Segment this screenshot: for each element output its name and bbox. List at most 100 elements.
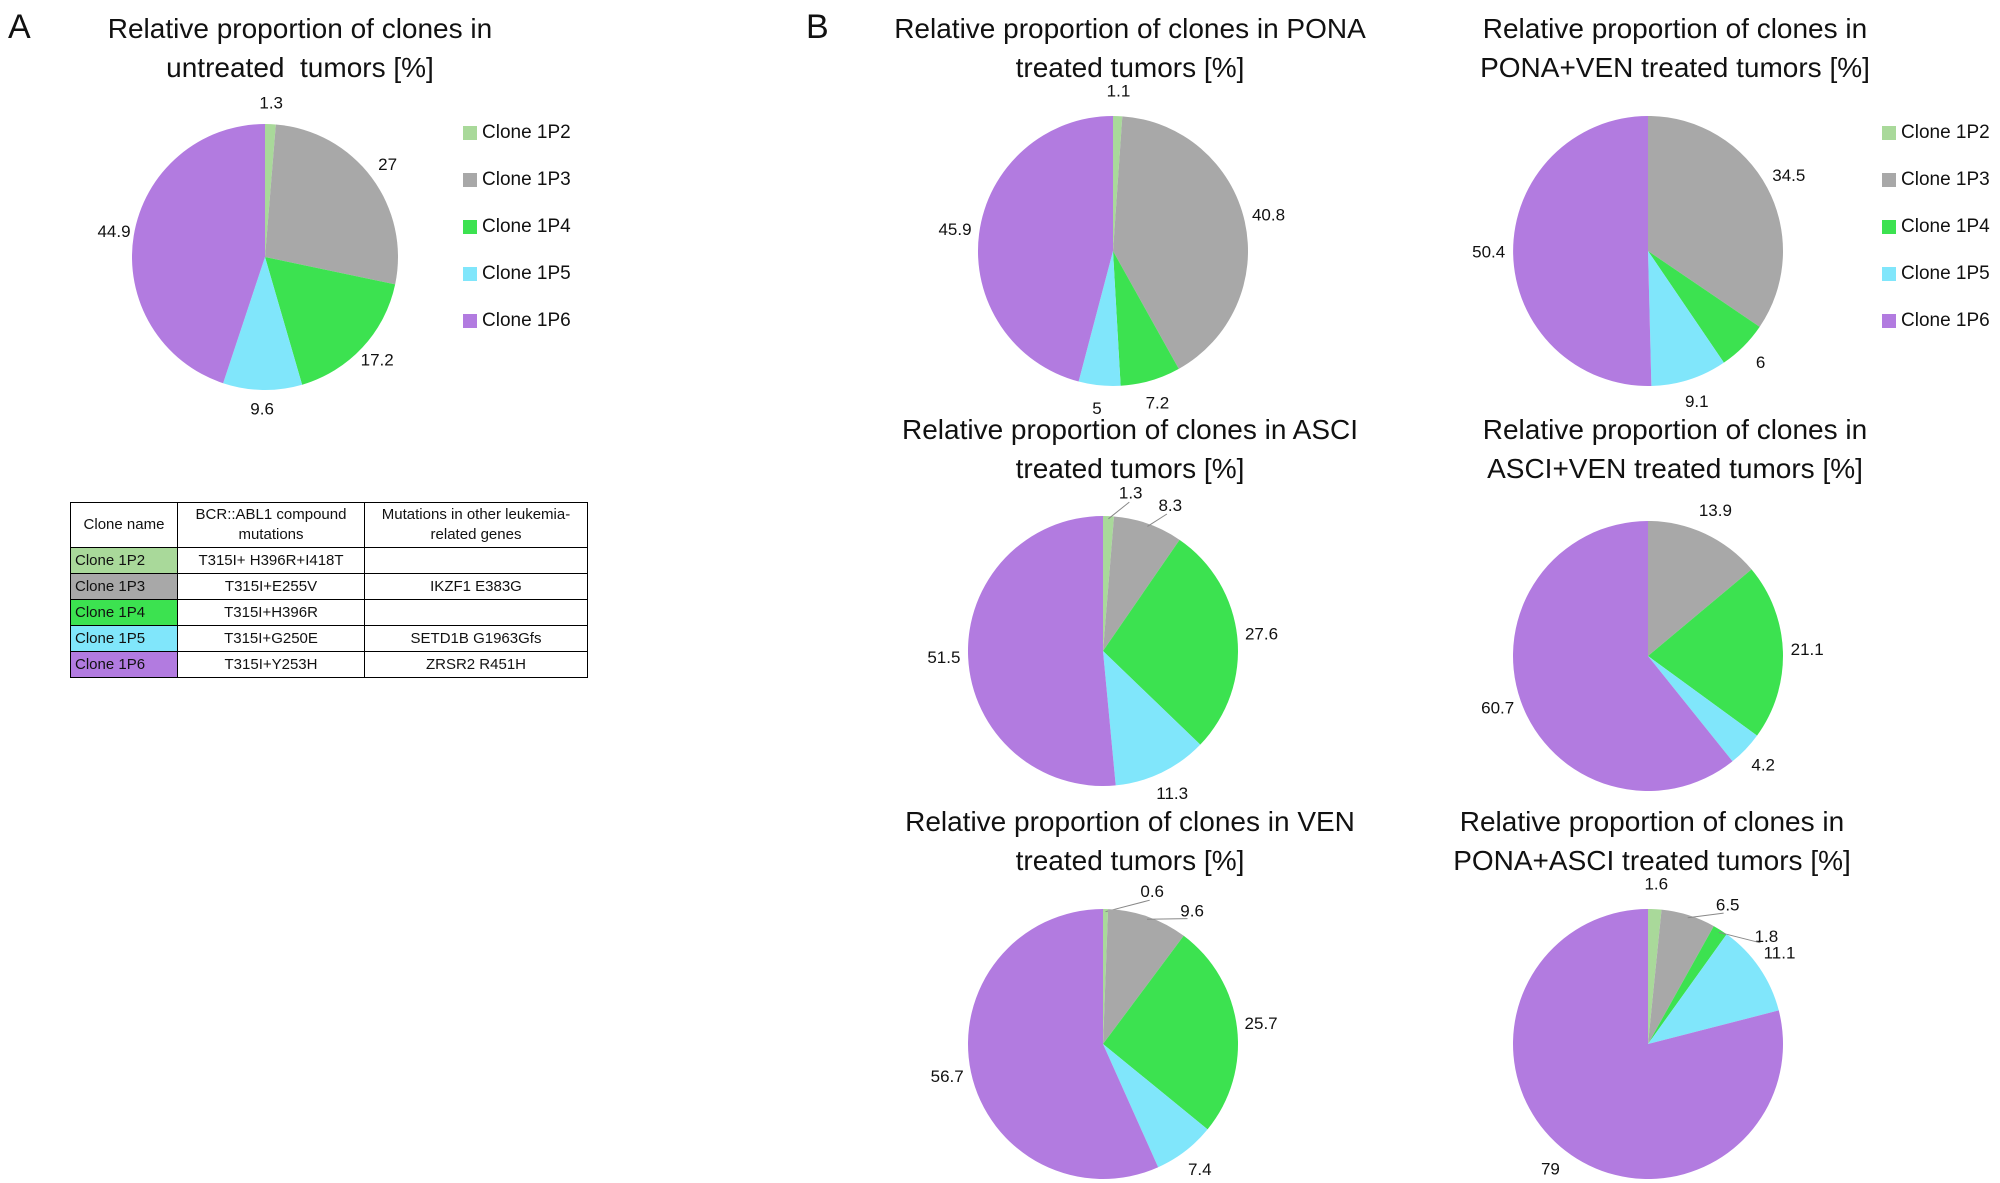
legend-item-1p3: Clone 1P3 [1882, 156, 1990, 203]
legend-swatch [463, 125, 477, 140]
table-header-row: Clone name BCR::ABL1 compound mutations … [70, 502, 588, 548]
data-label-clone-1p2: 1.3 [259, 94, 283, 113]
title-line: Relative proportion of clones in [107, 13, 493, 44]
pie-slice-clone-1p5 [1103, 651, 1201, 786]
table-cell-other-mutations: ZRSR2 R451H [364, 651, 588, 678]
data-label-clone-1p6: 56.7 [931, 1067, 964, 1086]
data-label-clone-1p2: 0.6 [1140, 882, 1164, 901]
data-label-clone-1p6: 44.9 [97, 222, 130, 241]
pie-slice-clone-1p6 [1512, 521, 1733, 791]
pie-slice-clone-1p3 [265, 124, 398, 285]
title-line: Relative proportion of clones in VEN [905, 806, 1355, 837]
data-label-clone-1p6: 50.4 [1472, 242, 1505, 261]
data-label-clone-1p5: 11.3 [1156, 784, 1188, 803]
data-label-clone-1p5: 9.1 [1685, 392, 1709, 411]
pie-slice-clone-1p3 [1648, 909, 1714, 1044]
table-cell-bcr-abl1: T315I+H396R [177, 599, 365, 626]
pie-slice-clone-1p6 [977, 116, 1113, 382]
pie-slice-clone-1p5 [223, 257, 303, 391]
chart-title-ven: Relative proportion of clones in VEN tre… [850, 802, 1410, 880]
legend-swatch [1882, 219, 1896, 234]
table-cell-clone-name: Clone 1P3 [70, 573, 178, 600]
table-row: Clone 1P6 T315I+Y253H ZRSR2 R451H [70, 651, 588, 678]
table-header-clone-name: Clone name [70, 502, 178, 548]
pie-slice-clone-1p4 [265, 257, 396, 385]
title-line: PONA+VEN treated tumors [%] [1480, 52, 1870, 83]
table-row: Clone 1P4 T315I+H396R [70, 599, 588, 626]
data-label-clone-1p5: 7.4 [1188, 1160, 1212, 1179]
data-label-clone-1p6: 45.9 [938, 220, 971, 239]
pie-slice-clone-1p5 [1648, 934, 1779, 1044]
legend-swatch [1882, 125, 1896, 140]
legend-item-1p3: Clone 1P3 [463, 156, 571, 203]
legend-label: Clone 1P3 [482, 168, 571, 190]
legend-label: Clone 1P2 [482, 121, 571, 143]
table-cell-clone-name: Clone 1P6 [70, 651, 178, 678]
data-label-clone-1p4: 7.2 [1146, 393, 1170, 412]
title-line: Relative proportion of clones in [1482, 13, 1868, 44]
data-label-clone-1p4: 17.2 [361, 350, 394, 369]
data-label-clone-1p5: 11.1 [1764, 943, 1796, 962]
legend-item-1p5: Clone 1P5 [1882, 250, 1990, 297]
title-line: Relative proportion of clones in [1482, 414, 1868, 445]
table-cell-other-mutations: IKZF1 E383G [364, 573, 588, 600]
pie-slice-clone-1p5 [1648, 656, 1758, 762]
legend-swatch [1882, 313, 1896, 328]
leader-line-clone-1p3 [1146, 918, 1188, 920]
pie-slice-clone-1p4 [1648, 569, 1783, 736]
legend-item-1p6: Clone 1P6 [1882, 297, 1990, 344]
table-cell-clone-name: Clone 1P5 [70, 625, 178, 652]
title-line: treated tumors [%] [1015, 52, 1245, 83]
pie-slice-clone-1p3 [1648, 116, 1784, 327]
pie-slice-clone-1p6 [1513, 909, 1784, 1179]
pie-slice-clone-1p6 [967, 909, 1159, 1179]
data-label-clone-1p3: 13.9 [1699, 501, 1732, 520]
pie-slice-clone-1p5 [1078, 251, 1121, 386]
pie-slice-clone-1p4 [1113, 251, 1179, 386]
panel-label-a: A [8, 8, 31, 46]
data-label-clone-1p3: 40.8 [1252, 206, 1285, 225]
data-label-clone-1p5: 5 [1092, 399, 1101, 418]
pie-slice-clone-1p3 [1103, 516, 1180, 651]
data-label-clone-1p4: 1.8 [1755, 927, 1779, 946]
legend-item-1p6: Clone 1P6 [463, 297, 571, 344]
title-line: treated tumors [%] [1015, 453, 1245, 484]
legend-label: Clone 1P4 [1901, 215, 1990, 237]
chart-title-asci-ven: Relative proportion of clones in ASCI+VE… [1395, 410, 1955, 488]
table-cell-clone-name: Clone 1P4 [70, 599, 178, 626]
chart-title-asci: Relative proportion of clones in ASCI tr… [850, 410, 1410, 488]
data-label-clone-1p6: 51.5 [927, 648, 960, 667]
legend-swatch [463, 266, 477, 281]
chart-title-pona-ven: Relative proportion of clones in PONA+VE… [1395, 9, 1955, 87]
legend-label: Clone 1P6 [1901, 309, 1990, 331]
table-cell-bcr-abl1: T315I+E255V [177, 573, 365, 600]
pie-slice-clone-1p3 [1103, 909, 1184, 1044]
pie-slice-clone-1p2 [1103, 516, 1115, 651]
table-cell-other-mutations [364, 599, 588, 626]
data-label-clone-1p2: 1.6 [1644, 874, 1668, 893]
pie-slice-clone-1p3 [1113, 116, 1249, 369]
pie-slice-clone-1p2 [1113, 116, 1123, 251]
table-row: Clone 1P2 T315I+ H396R+I418T [70, 547, 588, 574]
table-cell-bcr-abl1: T315I+G250E [177, 625, 365, 652]
data-label-clone-1p2: 1.3 [1119, 484, 1143, 503]
data-label-clone-1p3: 8.3 [1158, 496, 1182, 515]
title-line: Relative proportion of clones in ASCI [901, 414, 1359, 445]
pie-slice-clone-1p5 [1103, 1044, 1208, 1168]
panel-label-b: B [806, 8, 829, 46]
pie-slice-clone-1p3 [1648, 521, 1752, 656]
leader-line-clone-1p4 [1718, 931, 1761, 944]
leader-line-clone-1p2 [1108, 501, 1130, 520]
data-label-clone-1p3: 27 [378, 155, 397, 174]
legend-label: Clone 1P5 [1901, 262, 1990, 284]
data-label-clone-1p6: 60.7 [1481, 698, 1514, 717]
table-cell-bcr-abl1: T315I+ H396R+I418T [177, 547, 365, 574]
data-label-clone-1p3: 9.6 [1180, 901, 1204, 920]
data-label-clone-1p4: 25.7 [1245, 1014, 1278, 1033]
data-label-clone-1p4: 21.1 [1791, 640, 1824, 659]
table-row: Clone 1P3 T315I+E255V IKZF1 E383G [70, 573, 588, 600]
legend-swatch [1882, 266, 1896, 281]
